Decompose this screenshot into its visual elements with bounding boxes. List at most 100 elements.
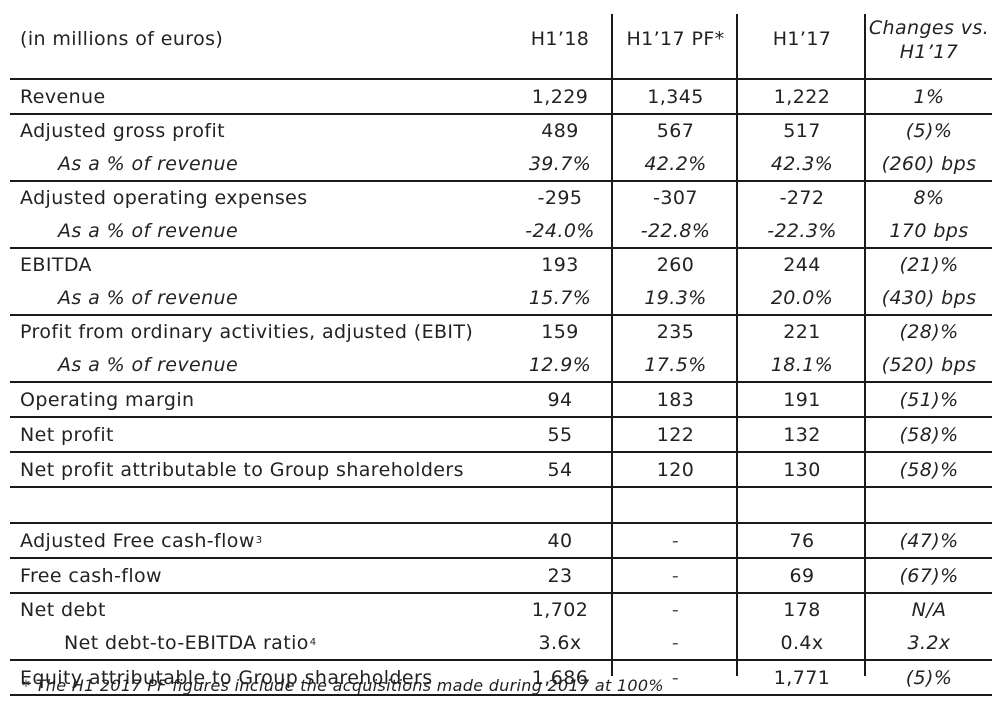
value-change: (260) bps xyxy=(881,152,977,175)
value-h117: 178 xyxy=(783,599,821,621)
row-label: Free cash-flow xyxy=(20,564,162,587)
value-h117pf: - xyxy=(671,564,680,587)
value-h117: 517 xyxy=(783,120,821,142)
header-h117pf: H1’17 PF* xyxy=(626,28,725,50)
table-row: Adjusted operating expenses -295 -307 -2… xyxy=(10,182,992,214)
value-h118: 1,229 xyxy=(531,85,589,108)
value-change: (51)% xyxy=(899,388,959,411)
header-row: (in millions of euros) H1’18 H1’17 PF* H… xyxy=(10,0,992,80)
table-row: Free cash-flow 23 - 69 (67)% xyxy=(10,559,992,594)
table-row: As a % of revenue 12.9% 17.5% 18.1% (520… xyxy=(10,348,992,383)
value-h117: 221 xyxy=(783,321,821,343)
value-h117pf: - xyxy=(671,666,680,689)
row-label: Adjusted Free cash-flow 3 xyxy=(20,524,500,557)
units-label: (in millions of euros) xyxy=(20,28,224,50)
footnote-ref: 4 xyxy=(309,637,317,648)
value-h117pf: 260 xyxy=(656,254,695,276)
row-label: Revenue xyxy=(20,85,106,108)
row-label: EBITDA xyxy=(20,254,92,276)
value-h117pf: 19.3% xyxy=(644,286,707,309)
table-row: Adjusted gross profit 489 567 517 (5)% xyxy=(10,115,992,147)
table-row: Net debt 1,702 - 178 N/A xyxy=(10,594,992,626)
row-label: As a % of revenue xyxy=(58,219,239,242)
row-label: As a % of revenue xyxy=(58,286,239,309)
table-row: As a % of revenue 39.7% 42.2% 42.3% (260… xyxy=(10,147,992,182)
value-h117: 42.3% xyxy=(770,152,834,175)
value-h117pf: 567 xyxy=(656,120,695,142)
value-change: 3.2x xyxy=(907,631,951,654)
value-change: 170 bps xyxy=(889,219,969,242)
value-change: (21)% xyxy=(899,254,959,276)
value-h118: -24.0% xyxy=(525,219,595,242)
value-h117pf: -22.8% xyxy=(640,219,711,242)
value-change: (28)% xyxy=(899,321,959,343)
value-h117pf: 42.2% xyxy=(644,152,707,175)
header-changes: Changes vs. H1’17 xyxy=(866,0,992,78)
header-h118: H1’18 xyxy=(530,28,590,50)
value-h117: 1,771 xyxy=(773,666,831,689)
header-changes-line1: Changes vs. xyxy=(868,17,990,39)
row-label: Net profit xyxy=(20,423,114,446)
value-change: (430) bps xyxy=(881,286,977,309)
value-change: (47)% xyxy=(899,529,959,552)
table-row: Adjusted Free cash-flow 3 40 - 76 (47)% xyxy=(10,524,992,559)
value-change: (67)% xyxy=(899,564,959,587)
value-h117: 244 xyxy=(783,254,821,276)
value-h118: 12.9% xyxy=(528,353,592,376)
row-label: Profit from ordinary activities, adjuste… xyxy=(20,321,474,343)
value-h117: -22.3% xyxy=(767,219,837,242)
value-h117pf: 120 xyxy=(656,458,695,481)
row-label: As a % of revenue xyxy=(58,152,239,175)
value-h118: 54 xyxy=(547,458,573,481)
value-h118: 39.7% xyxy=(528,152,592,175)
value-h117pf: -307 xyxy=(653,187,698,209)
value-h117: 69 xyxy=(789,564,815,587)
value-h117: 130 xyxy=(783,458,821,481)
value-h117pf: 1,345 xyxy=(647,85,704,108)
value-h117pf: - xyxy=(671,631,680,654)
value-h117pf: 122 xyxy=(656,423,695,446)
value-change: (5)% xyxy=(905,666,953,689)
header-changes-line2: H1’17 xyxy=(899,41,959,63)
row-label: Adjusted gross profit xyxy=(20,120,225,142)
row-label: Adjusted operating expenses xyxy=(20,187,308,209)
value-h117: 1,222 xyxy=(773,85,831,108)
value-h117pf: 235 xyxy=(656,321,695,343)
row-label: Net debt-to-EBITDA ratio 4 xyxy=(20,626,544,659)
value-change: (58)% xyxy=(899,423,959,446)
financial-table: (in millions of euros) H1’18 H1’17 PF* H… xyxy=(10,0,992,696)
column-divider xyxy=(611,14,613,676)
value-h117: 76 xyxy=(789,529,815,552)
value-h117: 191 xyxy=(783,388,821,411)
value-h118: 55 xyxy=(547,423,573,446)
table-row: Net profit 55 122 132 (58)% xyxy=(10,418,992,453)
value-h117: 0.4x xyxy=(780,631,824,654)
table-row: Equity attributable to Group shareholder… xyxy=(10,661,992,696)
value-h118: 23 xyxy=(547,564,573,587)
value-h117: -272 xyxy=(779,187,825,209)
column-divider xyxy=(736,14,738,676)
value-h117: 18.1% xyxy=(770,353,834,376)
value-h118: -295 xyxy=(537,187,583,209)
footnote-ref: 3 xyxy=(255,535,263,546)
value-h118: 3.6x xyxy=(538,631,582,654)
value-h117: 132 xyxy=(783,423,821,446)
value-h118: 1,686 xyxy=(531,666,589,689)
value-h117pf: 183 xyxy=(656,388,695,411)
row-label: As a % of revenue xyxy=(58,353,239,376)
row-label: Operating margin xyxy=(20,388,195,411)
value-h118: 40 xyxy=(547,529,573,552)
value-h118: 489 xyxy=(541,120,579,142)
row-label: Net debt xyxy=(20,599,106,621)
value-h118: 15.7% xyxy=(528,286,592,309)
value-h117pf: - xyxy=(671,529,680,552)
value-change: (58)% xyxy=(899,458,959,481)
row-label: Net profit attributable to Group shareho… xyxy=(20,458,464,481)
table-row: Revenue 1,229 1,345 1,222 1% xyxy=(10,80,992,115)
column-divider xyxy=(864,14,866,676)
table-row: Net profit attributable to Group shareho… xyxy=(10,453,992,488)
value-change: (520) bps xyxy=(881,353,977,376)
footnote: * The H1 2017 PF figures include the acq… xyxy=(22,676,664,695)
value-change: N/A xyxy=(911,599,947,621)
value-change: 8% xyxy=(913,187,945,209)
